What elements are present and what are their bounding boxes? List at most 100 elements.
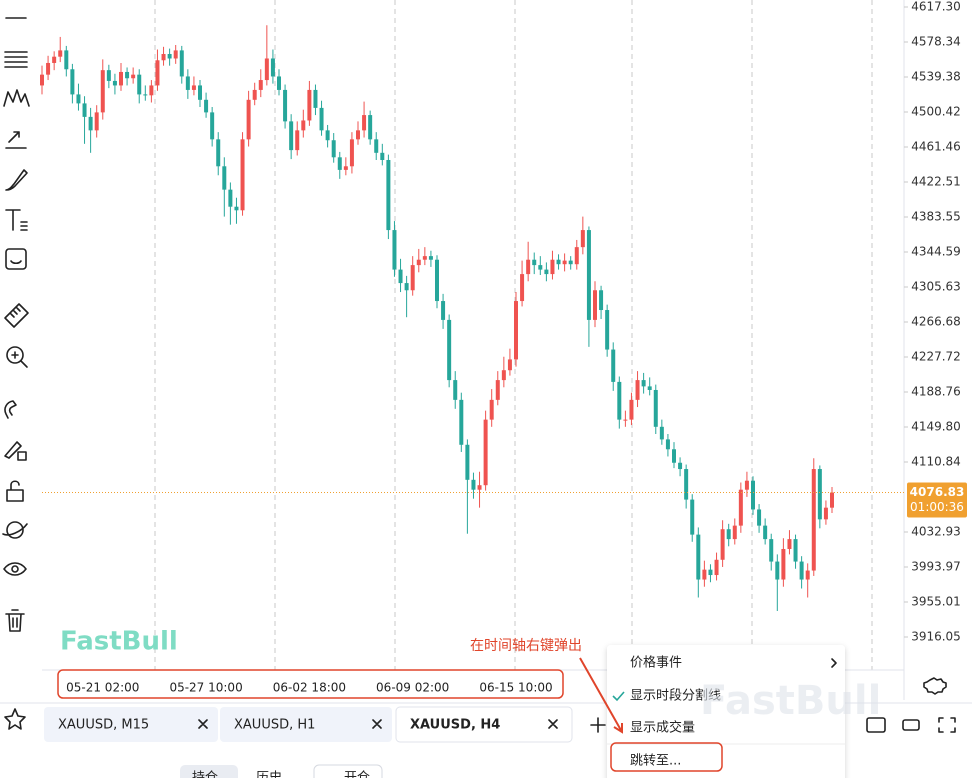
candle-body — [623, 419, 628, 421]
candle-body — [665, 439, 670, 450]
tab-close[interactable] — [198, 719, 558, 729]
candle-body — [234, 206, 239, 211]
menu-item[interactable]: 显示时段分割线 — [630, 688, 721, 704]
candle-body — [331, 140, 336, 158]
fullscreen[interactable] — [938, 717, 956, 733]
candle-body — [313, 89, 318, 108]
menu-item[interactable]: 跳转至... — [630, 754, 681, 769]
candle-body — [210, 112, 215, 140]
y-tick-label: 4383.55 — [911, 209, 961, 223]
candle-body — [277, 76, 281, 90]
menu-item[interactable]: 价格事件 — [630, 655, 682, 671]
tool-pattern[interactable] — [3, 89, 30, 107]
tab[interactable] — [220, 707, 392, 742]
tool-magnet[interactable] — [4, 400, 17, 419]
tool-emoji-face — [10, 260, 22, 265]
countdown: 01:00:36 — [910, 500, 964, 514]
favorites[interactable] — [4, 708, 26, 730]
candle-body — [362, 115, 367, 131]
candle-body — [599, 290, 604, 311]
tool-unlock[interactable] — [6, 480, 24, 502]
candle-body — [562, 260, 567, 265]
menu-item[interactable]: 显示成交量 — [630, 720, 695, 736]
candle-body — [435, 259, 439, 302]
annotation-arrow — [579, 657, 623, 734]
candle-body — [82, 103, 87, 117]
x-tick-label: 05-21 02:00 — [66, 681, 139, 695]
y-tick-label: 4110.84 — [911, 454, 961, 468]
candle-body — [593, 290, 597, 320]
candle-body — [428, 256, 433, 260]
tool-emoji[interactable] — [5, 248, 27, 270]
tab-label: XAUUSD, H4 — [410, 718, 500, 733]
layout[interactable] — [866, 717, 886, 733]
left-toolbar[interactable] — [2, 17, 30, 730]
tool-ruler[interactable] — [4, 303, 29, 328]
highlight-box — [57, 669, 564, 699]
settings[interactable] — [923, 677, 947, 695]
candle-body — [374, 139, 379, 153]
y-tick-label: 4188.76 — [911, 384, 961, 398]
tab[interactable] — [44, 707, 218, 742]
candle-body — [793, 539, 798, 562]
tool-projection[interactable] — [5, 131, 27, 149]
candle-body — [349, 139, 354, 167]
candle-body — [580, 230, 585, 248]
y-tick-label: 4227.72 — [911, 349, 961, 363]
bottom-tab[interactable] — [180, 765, 238, 778]
candle-body — [216, 139, 221, 167]
candle-body — [52, 56, 57, 63]
candle-body — [568, 260, 573, 265]
last-price-label: 4076.83 — [910, 485, 965, 499]
tool-zoom[interactable] — [6, 346, 24, 364]
candle-body — [252, 89, 257, 100]
y-tick-label: 4305.63 — [911, 280, 961, 294]
candle-body — [465, 444, 470, 480]
candle-body — [720, 529, 725, 560]
add-tab[interactable] — [590, 717, 606, 733]
candle-body — [520, 274, 525, 302]
candle-body — [204, 99, 209, 113]
candle-body — [46, 62, 51, 75]
window[interactable] — [902, 719, 920, 731]
tool-delete[interactable] — [5, 609, 25, 632]
candle-body — [368, 115, 373, 140]
candle-body — [283, 89, 288, 122]
candle-body — [240, 139, 245, 211]
candle-body — [356, 130, 360, 140]
x-tick-label: 06-09 02:00 — [376, 681, 449, 695]
tab-label: XAUUSD, H1 — [234, 718, 315, 733]
candle-body — [222, 166, 227, 190]
candle-body — [106, 70, 111, 81]
bottom-label: 持仓 — [192, 771, 218, 778]
candle-body — [811, 469, 816, 571]
candle-body — [799, 561, 804, 580]
candle-body — [526, 259, 531, 275]
tool-eye[interactable] — [3, 562, 27, 576]
candle-body — [459, 399, 464, 445]
candle-body — [246, 99, 251, 140]
candle-body — [653, 389, 658, 427]
candle-body — [94, 112, 99, 131]
session-separators — [154, 0, 873, 670]
tool-layers[interactable] — [6, 521, 24, 539]
candle-body — [191, 85, 196, 90]
bottom-label: 开仓 — [344, 771, 370, 778]
bottom-button[interactable] — [313, 764, 383, 778]
tab-active[interactable] — [395, 706, 573, 743]
candle-body — [501, 370, 506, 381]
candle-body — [477, 485, 482, 490]
candle-body — [270, 58, 275, 77]
context-menu: 价格事件 显示时段分割线 显示成交量 跳转至... FastBull — [579, 645, 881, 778]
tool-brush[interactable] — [5, 169, 28, 191]
candle-body — [155, 60, 160, 86]
candle-body — [453, 380, 458, 400]
x-tick-label: 06-02 18:00 — [273, 681, 346, 695]
tool-fib[interactable] — [4, 51, 28, 68]
candle-body — [198, 85, 202, 100]
candle-body — [659, 426, 664, 440]
tool-lock-draw[interactable] — [4, 441, 27, 461]
tool-text[interactable] — [5, 209, 28, 231]
candle-body — [726, 529, 731, 540]
